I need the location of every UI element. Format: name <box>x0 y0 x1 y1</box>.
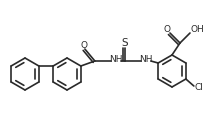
Text: OH: OH <box>190 24 204 33</box>
Text: S: S <box>122 38 128 48</box>
Text: O: O <box>164 24 170 33</box>
Text: NH: NH <box>139 55 153 64</box>
Text: NH: NH <box>109 55 123 64</box>
Text: Cl: Cl <box>194 84 203 92</box>
Text: O: O <box>80 41 87 50</box>
